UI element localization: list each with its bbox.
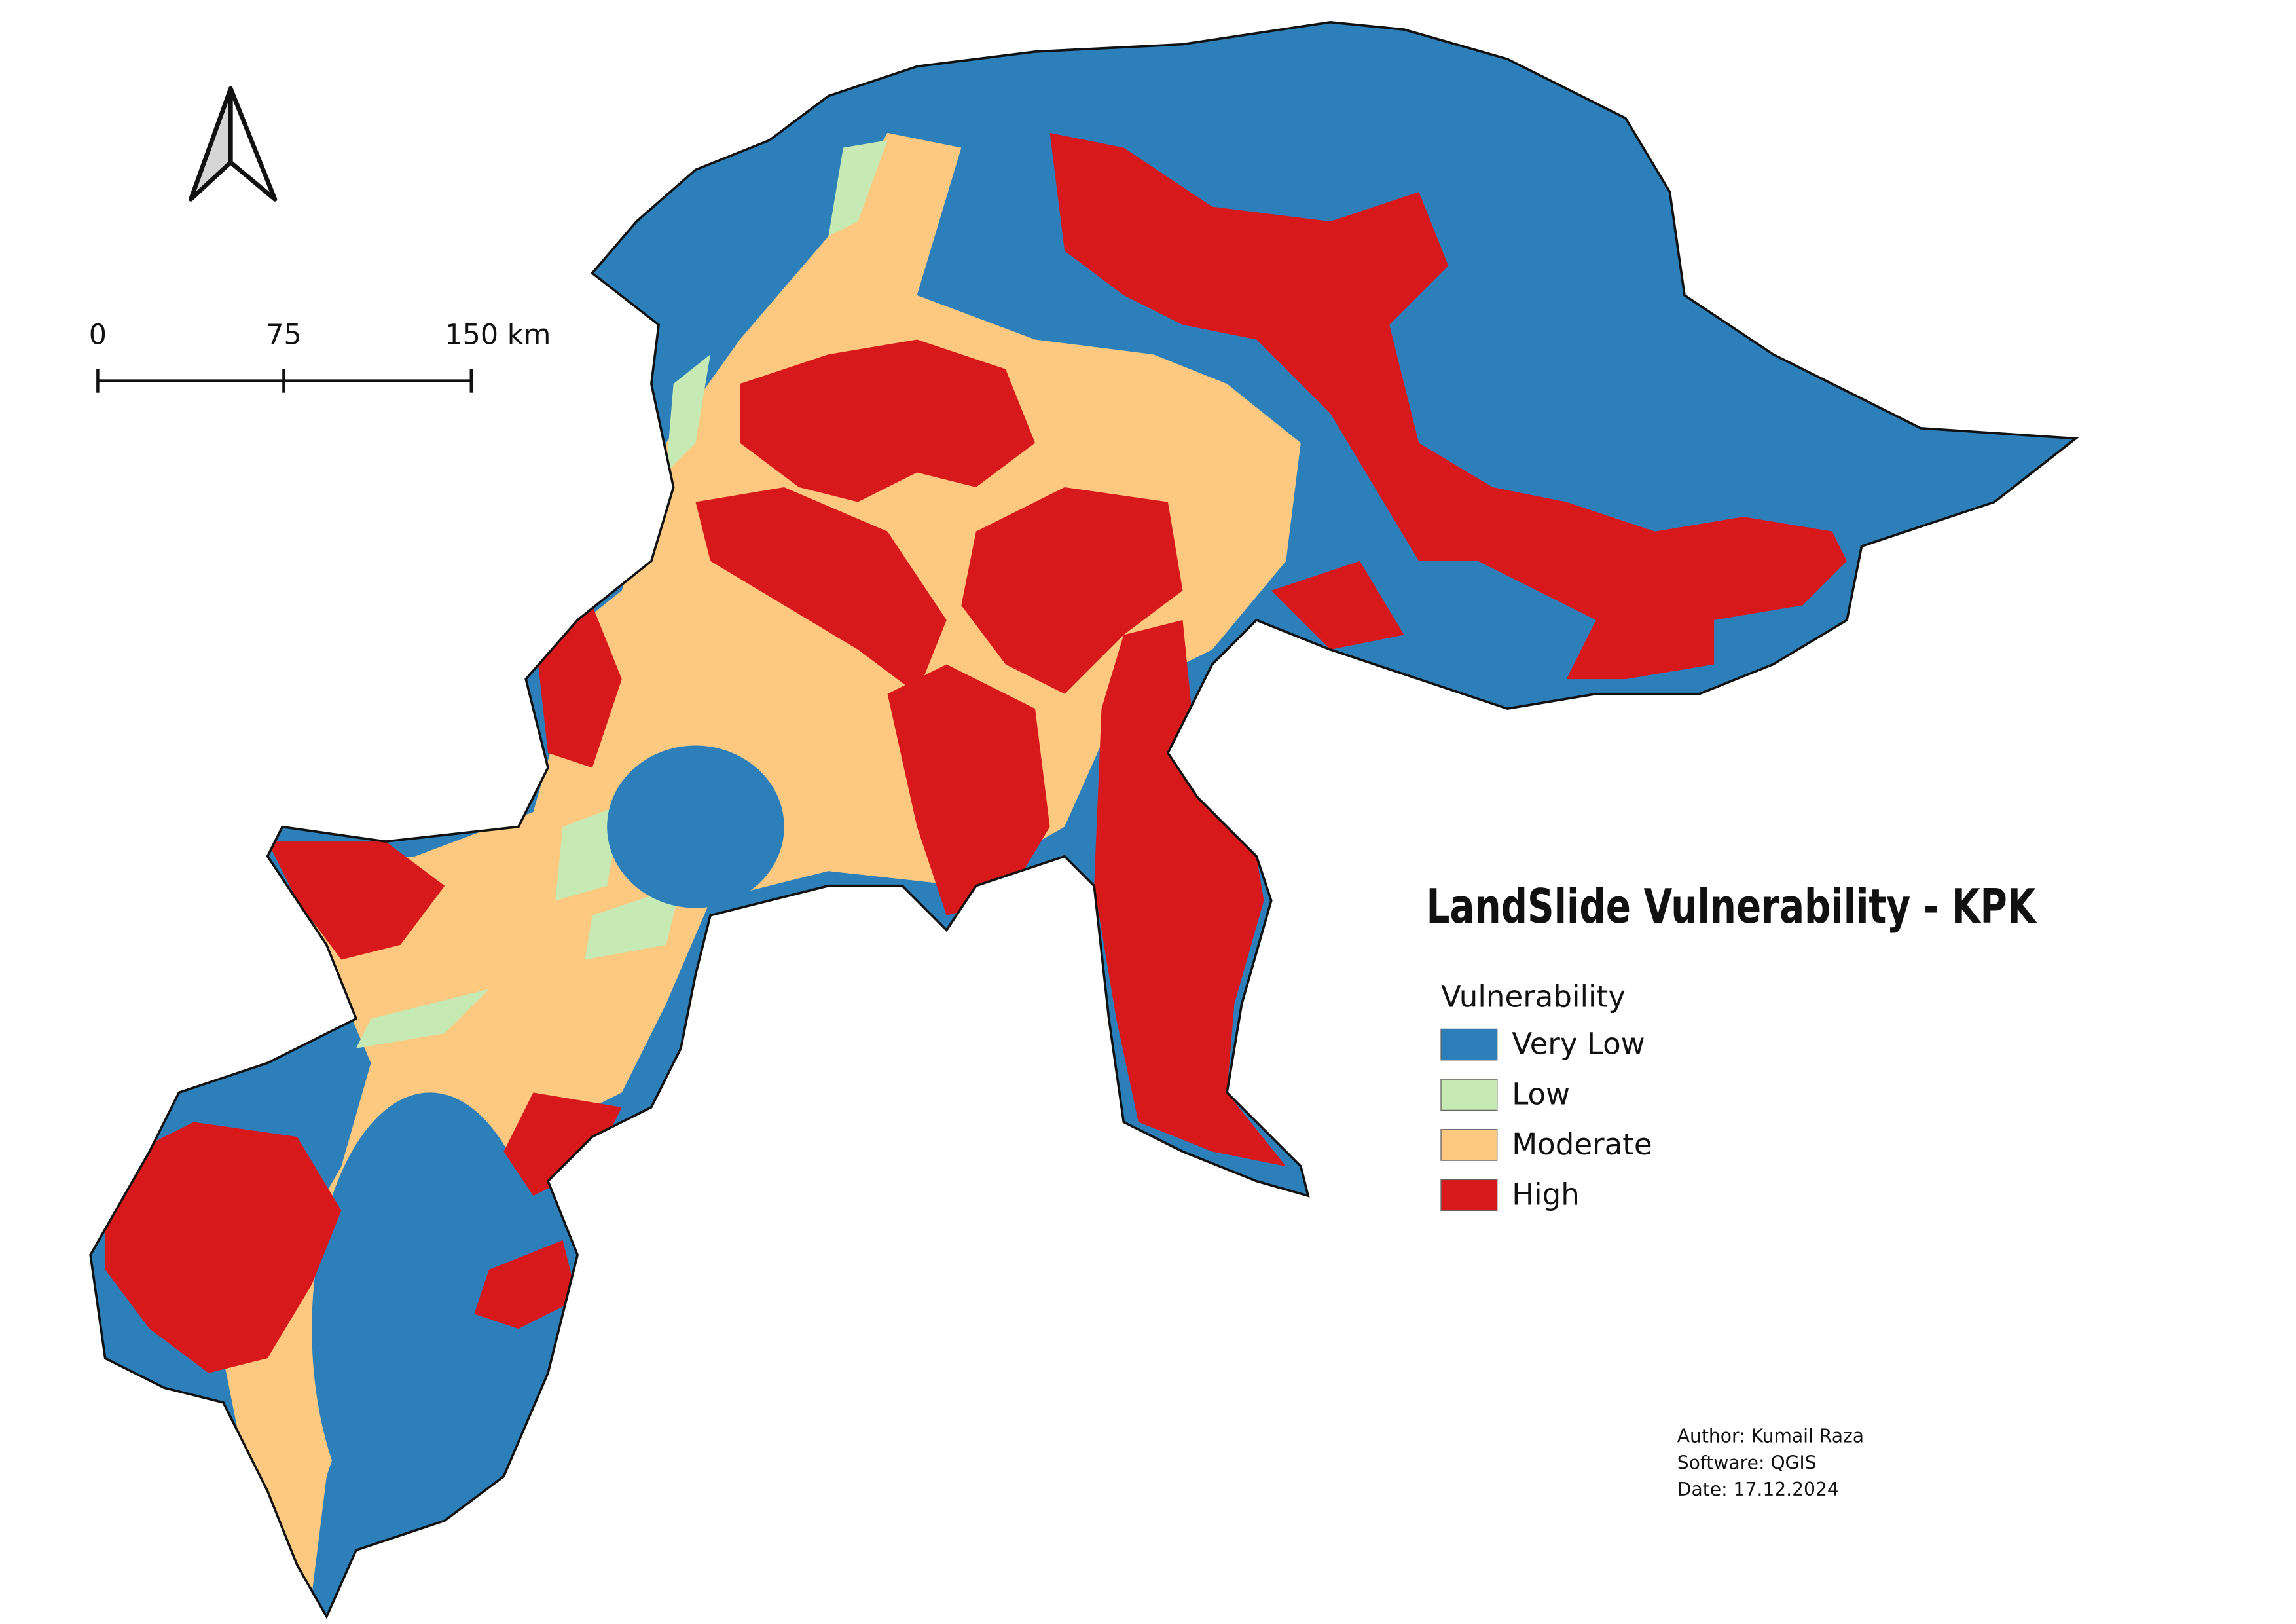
scale-bar: 0 75 150 km — [89, 318, 551, 393]
legend-swatch — [1440, 1079, 1498, 1111]
zone-very-low — [312, 1092, 549, 1565]
scale-label: 150 km — [445, 318, 551, 351]
legend-swatch — [1440, 1179, 1498, 1211]
credits: Author: Kumail Raza Software: QGIS Date:… — [1677, 1426, 1864, 1500]
legend-label: Low — [1512, 1077, 1570, 1111]
legend-title: Vulnerability — [1441, 980, 1626, 1014]
legend-label: Moderate — [1512, 1127, 1652, 1162]
zone-low — [355, 140, 888, 1048]
scale-label: 0 — [89, 318, 107, 351]
credit-line: Software: QGIS — [1677, 1452, 1817, 1473]
zone-very-low — [607, 745, 784, 908]
scale-label: 75 — [266, 318, 302, 351]
legend-label: Very Low — [1512, 1027, 1645, 1061]
north-arrow — [189, 86, 278, 202]
map-title: LandSlide Vulnerability - KPK — [1426, 879, 2037, 934]
credit-line: Author: Kumail Raza — [1677, 1426, 1864, 1447]
legend-label: High — [1512, 1177, 1580, 1212]
legend-swatch — [1440, 1129, 1498, 1161]
legend-swatch — [1440, 1028, 1498, 1061]
credit-line: Date: 17.12.2024 — [1677, 1479, 1839, 1500]
legend: Vulnerability Very Low Low Moderate High — [1440, 980, 1652, 1212]
zone-high — [105, 132, 1848, 1373]
